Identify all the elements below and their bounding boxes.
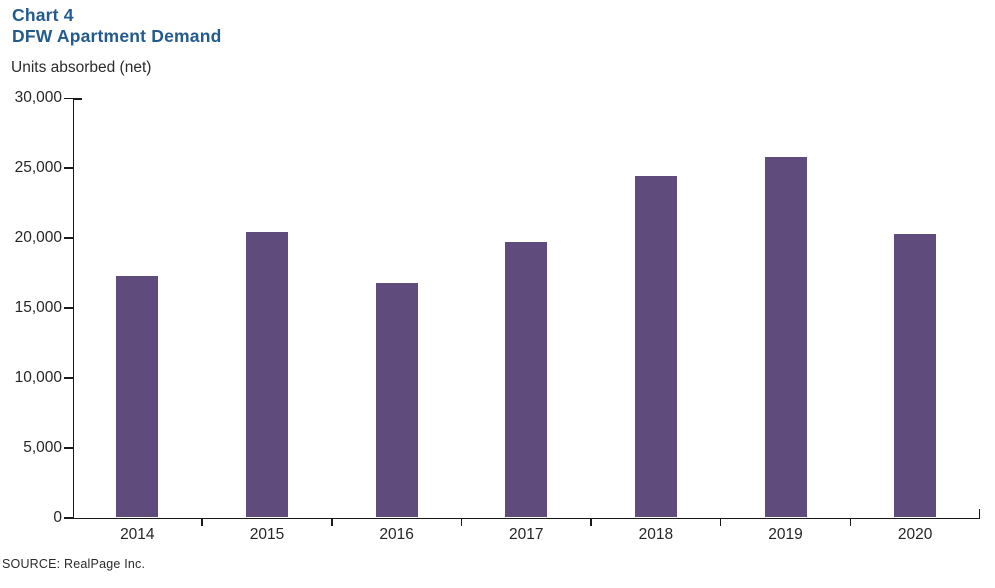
chart-title-text: DFW Apartment Demand: [12, 26, 222, 46]
y-tick-mark: [64, 307, 73, 309]
y-tick-label: 20,000: [14, 228, 62, 246]
bar-2015: [245, 232, 288, 518]
bar-2020: [894, 233, 937, 518]
x-tick-mark: [331, 519, 333, 526]
bar-2014: [116, 275, 159, 518]
chart-number: Chart 4: [12, 5, 74, 25]
y-tick-mark: [64, 97, 73, 99]
x-tick-label-2018: 2018: [638, 526, 674, 543]
x-tick-label-2014: 2014: [120, 526, 155, 543]
x-tick-label-2020: 2020: [897, 526, 933, 543]
y-tick-mark: [64, 447, 73, 449]
y-tick-label: 25,000: [14, 158, 62, 176]
y-tick-mark: [64, 167, 73, 169]
x-tick-label-2019: 2019: [768, 526, 803, 543]
y-tick-label: 0: [53, 508, 62, 526]
x-tick-mark: [849, 519, 852, 526]
y-axis-unit-label: Units absorbed (net): [11, 59, 152, 76]
y-tick-mark: [64, 377, 73, 379]
x-tick-mark: [201, 519, 203, 526]
bar-2017: [505, 242, 548, 518]
y-tick-label: 5,000: [23, 438, 62, 456]
bar-2019: [764, 156, 807, 518]
y-tick-label: 30,000: [14, 89, 62, 106]
x-axis-end-tick: [978, 508, 980, 518]
y-tick-label: 10,000: [14, 368, 62, 386]
y-tick-mark: [64, 237, 73, 239]
x-tick-mark: [460, 519, 463, 526]
y-tick-label: 15,000: [14, 298, 62, 316]
x-tick-label-2017: 2017: [509, 526, 544, 543]
x-tick-mark: [590, 519, 592, 526]
y-axis-line: [72, 98, 74, 518]
bar-2018: [634, 176, 677, 518]
x-tick-label-2016: 2016: [379, 526, 414, 543]
y-tick-mark: [64, 517, 73, 519]
x-axis-line: [72, 517, 980, 519]
y-axis-top-tick: [74, 98, 82, 100]
x-tick-label-2015: 2015: [249, 526, 285, 543]
bar-2016: [375, 282, 418, 518]
x-tick-mark: [719, 519, 722, 526]
chart-title: Chart 4 DFW Apartment Demand: [12, 5, 221, 47]
source-note: SOURCE: RealPage Inc.: [2, 557, 146, 571]
